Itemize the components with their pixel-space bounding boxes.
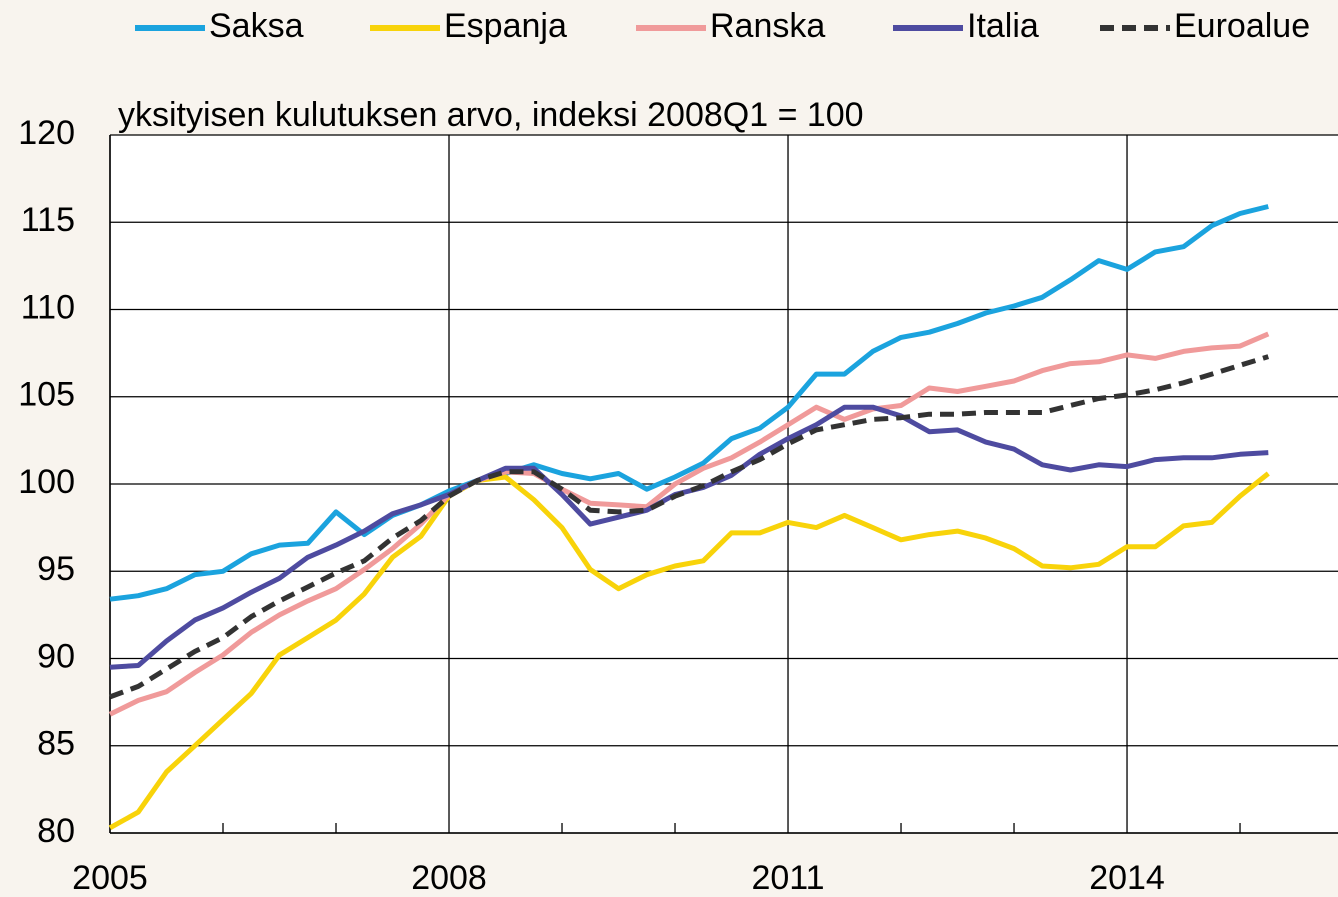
legend-label: Italia: [967, 7, 1039, 45]
series-line: [109, 404, 1269, 670]
y-tick-label: 105: [18, 376, 75, 414]
x-tick-label: 2011: [751, 859, 824, 897]
legend-label: Saksa: [209, 7, 304, 45]
series-line: [108, 471, 1270, 830]
series-line: [108, 331, 1270, 717]
x-tick-label: 2008: [411, 859, 487, 897]
legend-label: Euroalue: [1174, 7, 1310, 45]
y-tick-label: 80: [37, 812, 75, 850]
series-line: [109, 204, 1269, 602]
y-tick-label: 85: [37, 725, 75, 763]
y-tick-label: 120: [18, 114, 75, 152]
y-tick-label: 115: [21, 201, 75, 239]
x-tick-label: 2005: [72, 859, 148, 897]
chart-subtitle: yksityisen kulutuksen arvo, indeksi 2008…: [118, 96, 864, 134]
y-tick-label: 110: [21, 288, 75, 326]
y-tick-label: 95: [37, 550, 75, 588]
series-line: [109, 354, 1270, 700]
x-tick-label: 2014: [1089, 859, 1165, 897]
legend-label: Ranska: [710, 7, 825, 45]
y-tick-label: 100: [18, 463, 75, 501]
y-tick-label: 90: [37, 637, 75, 675]
legend-label: Espanja: [444, 7, 567, 45]
